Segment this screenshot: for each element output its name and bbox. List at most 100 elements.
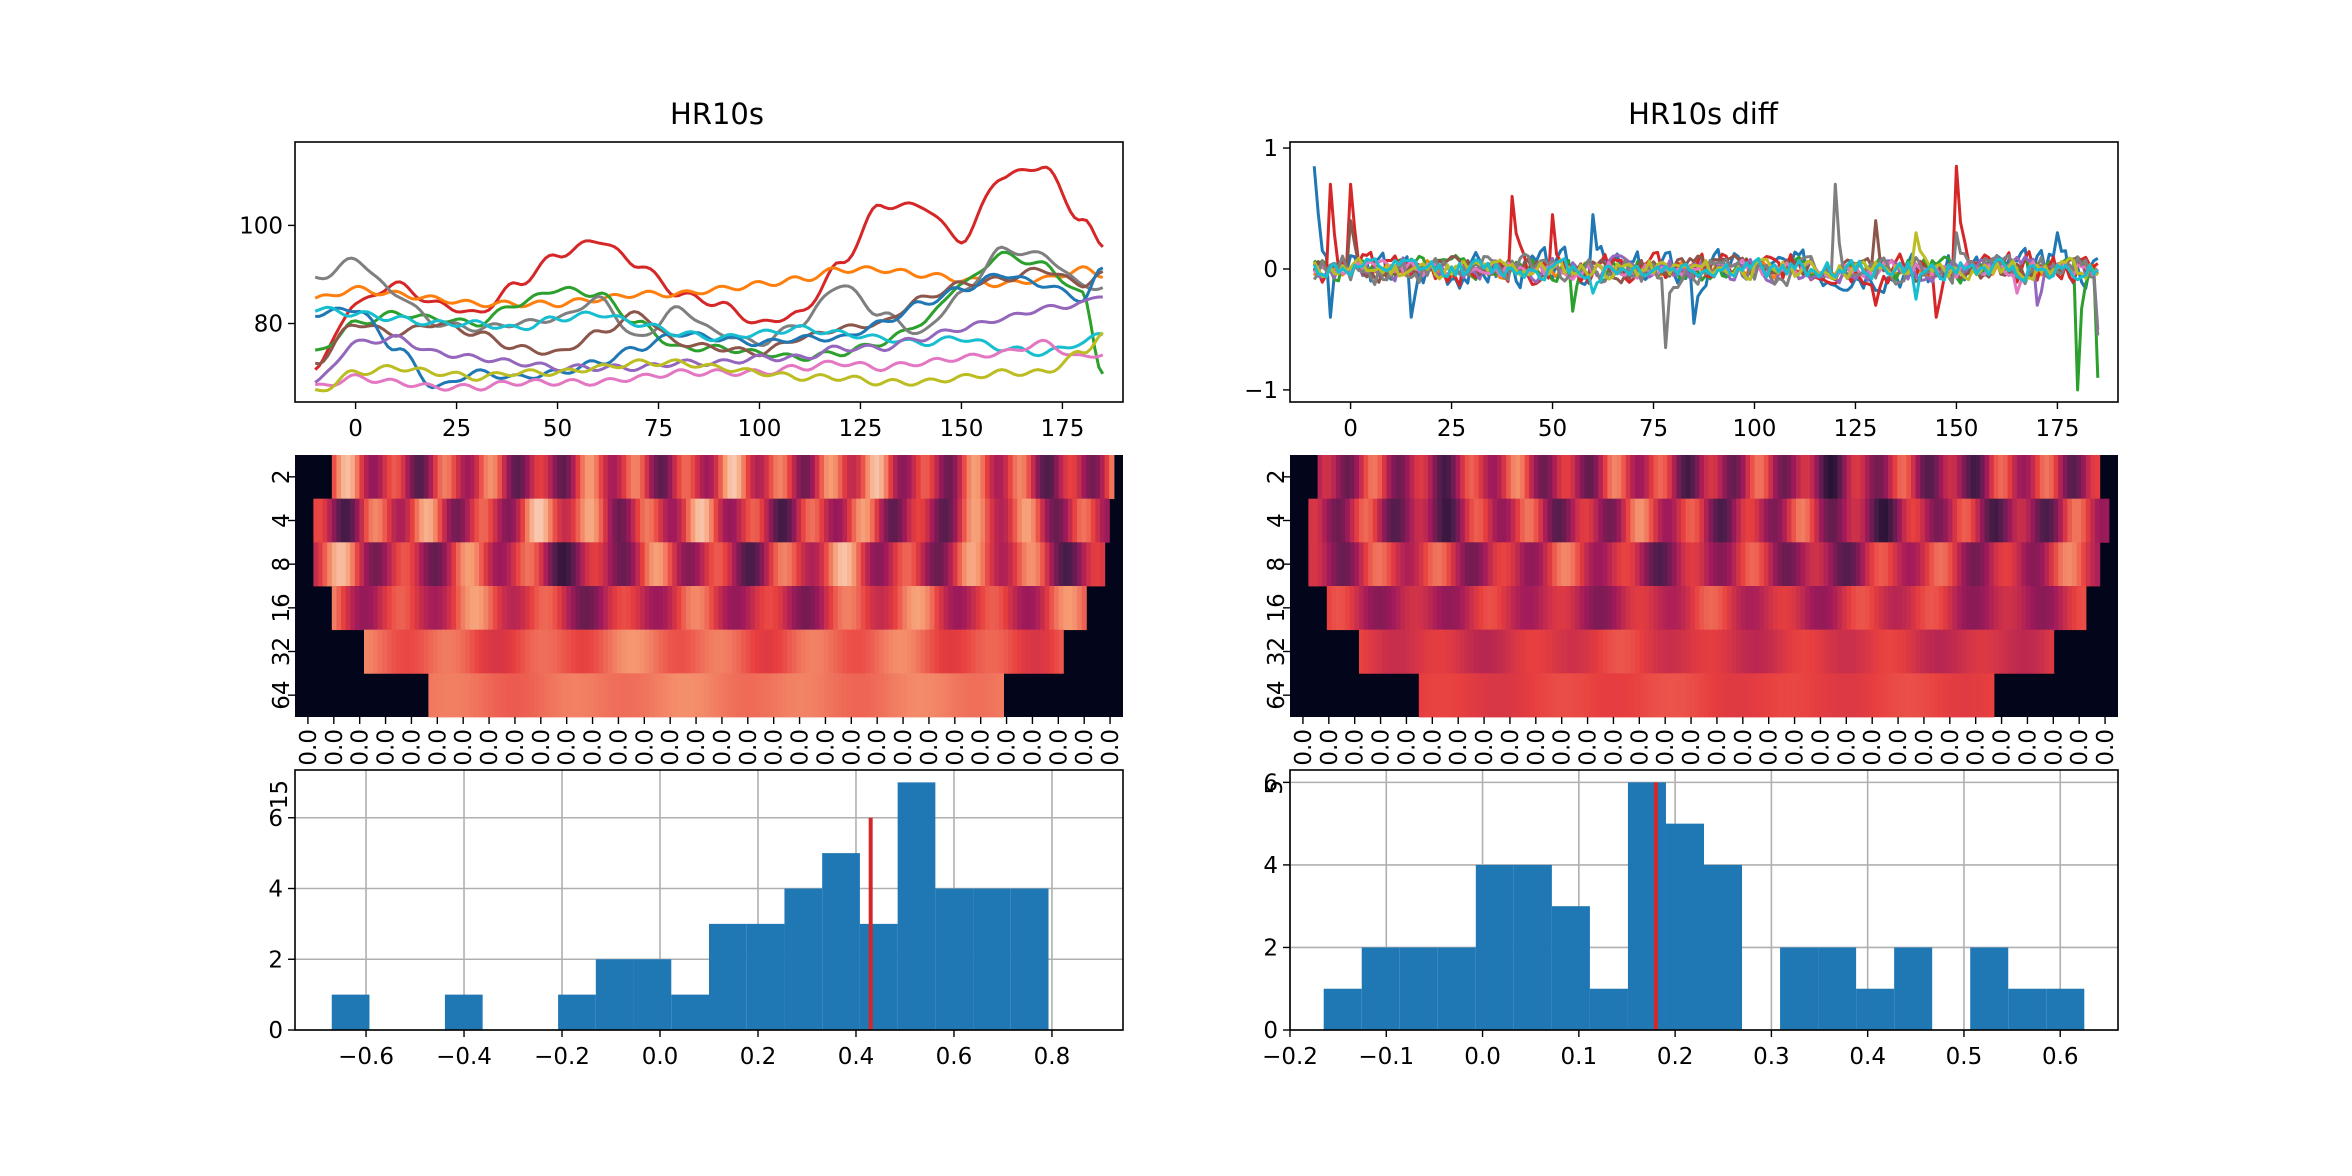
heatmap-cell xyxy=(879,455,885,500)
heatmap-cell xyxy=(1354,542,1360,587)
heatmap-cell xyxy=(1331,498,1337,543)
heatmap-cell xyxy=(1510,455,1516,500)
heatmap-cell xyxy=(1317,455,1323,500)
heatmap-cell xyxy=(1883,455,1889,500)
hr10s-title: HR10s xyxy=(670,97,764,131)
heatmap-cell xyxy=(617,629,623,674)
heatmap-cell xyxy=(1630,542,1636,587)
heatmap-cell xyxy=(1474,586,1480,631)
heatmap-cell xyxy=(902,673,908,718)
heatmap-cell xyxy=(2049,542,2055,587)
heatmap-cell xyxy=(1796,586,1802,631)
heatmap-cell xyxy=(1786,542,1792,587)
heatmap-cell xyxy=(561,498,567,543)
heatmap-cell xyxy=(1878,455,1884,500)
heatmap-cell xyxy=(400,498,406,543)
x-tick-label: 0.0 xyxy=(451,729,477,766)
heatmap-cell xyxy=(1644,455,1650,500)
heatmap-cell xyxy=(1947,455,1953,500)
heatmap-cell xyxy=(1072,455,1078,500)
heatmap-cell xyxy=(805,498,811,543)
heatmap-cell xyxy=(847,498,853,543)
heatmap-cell xyxy=(1359,542,1365,587)
x-tick-label: 0.0 xyxy=(399,729,425,766)
heatmap-cell xyxy=(387,586,393,631)
heatmap-cell xyxy=(548,586,554,631)
heatmap-cell xyxy=(571,586,577,631)
heatmap-cell xyxy=(828,673,834,718)
heatmap-cell xyxy=(709,498,715,543)
x-tick-label: 0.0 xyxy=(839,729,865,766)
heatmap-cell xyxy=(377,629,383,674)
heatmap-cell xyxy=(796,629,802,674)
heatmap-cell xyxy=(1639,455,1645,500)
heatmap-cell xyxy=(870,498,876,543)
heatmap-cell xyxy=(2012,629,2018,674)
heatmap-cell xyxy=(672,542,678,587)
heatmap-cell xyxy=(1529,673,1535,718)
heatmap-cell xyxy=(1368,498,1374,543)
heatmap-cell xyxy=(1929,673,1935,718)
heatmap-cell xyxy=(911,629,917,674)
heatmap-cell xyxy=(359,498,365,543)
heatmap-cell xyxy=(727,542,733,587)
heatmap-cell xyxy=(1993,542,1999,587)
heatmap-cell xyxy=(934,542,940,587)
heatmap-cell xyxy=(1901,673,1907,718)
heatmap-cell xyxy=(1354,586,1360,631)
heatmap-cell xyxy=(851,629,857,674)
heatmap-cell xyxy=(405,498,411,543)
heatmap-cell xyxy=(732,673,738,718)
heatmap-cell xyxy=(1681,455,1687,500)
heatmap-cell xyxy=(971,629,977,674)
heatmap-cell xyxy=(893,498,899,543)
heatmap-cell xyxy=(939,586,945,631)
heatmap-cell xyxy=(1681,586,1687,631)
heatmap-cell xyxy=(1685,629,1691,674)
heatmap-cell xyxy=(1800,629,1806,674)
heatmap-cell xyxy=(1924,455,1930,500)
y-tick-label: 1 xyxy=(1263,136,1278,162)
heatmap-cell xyxy=(782,498,788,543)
heatmap-cell xyxy=(451,455,457,500)
heatmap-cell xyxy=(1690,673,1696,718)
heatmap-cell xyxy=(1547,498,1553,543)
y-tick-label: 6 xyxy=(268,806,283,832)
heatmap-cell xyxy=(1570,455,1576,500)
heatmap-cell xyxy=(1745,455,1751,500)
heatmap-cell xyxy=(635,455,641,500)
heatmap-cell xyxy=(801,629,807,674)
heatmap-cell xyxy=(1980,629,1986,674)
heatmap-cell xyxy=(1713,455,1719,500)
heatmap-cell xyxy=(690,498,696,543)
heatmap-cell xyxy=(1086,498,1092,543)
heatmap-cell xyxy=(1446,455,1452,500)
heatmap-cell xyxy=(515,455,521,500)
heatmap-cell xyxy=(2062,586,2068,631)
heatmap-cell xyxy=(603,586,609,631)
heatmap-cell xyxy=(1740,455,1746,500)
heatmap-cell xyxy=(695,673,701,718)
heatmap-cell xyxy=(423,542,429,587)
x-tick-label: −0.1 xyxy=(1358,1044,1414,1070)
heatmap-cell xyxy=(2090,455,2096,500)
heatmap-cell xyxy=(465,673,471,718)
x-tick-label: 0 xyxy=(1343,416,1358,442)
heatmap-cell xyxy=(492,542,498,587)
heatmap-cell xyxy=(994,673,1000,718)
heatmap-cell xyxy=(1598,498,1604,543)
heatmap-cell xyxy=(1026,542,1032,587)
heatmap-cell xyxy=(943,629,949,674)
heatmap-cell xyxy=(387,455,393,500)
heatmap-cell xyxy=(828,586,834,631)
heatmap-cell xyxy=(916,586,922,631)
heatmap-cell xyxy=(1382,586,1388,631)
heatmap-cell xyxy=(492,673,498,718)
heatmap-cell xyxy=(824,586,830,631)
heatmap-cell xyxy=(428,498,434,543)
heatmap-cell xyxy=(492,586,498,631)
heatmap-cell xyxy=(1031,542,1037,587)
heatmap-cell xyxy=(1998,455,2004,500)
heatmap-cell xyxy=(1768,586,1774,631)
